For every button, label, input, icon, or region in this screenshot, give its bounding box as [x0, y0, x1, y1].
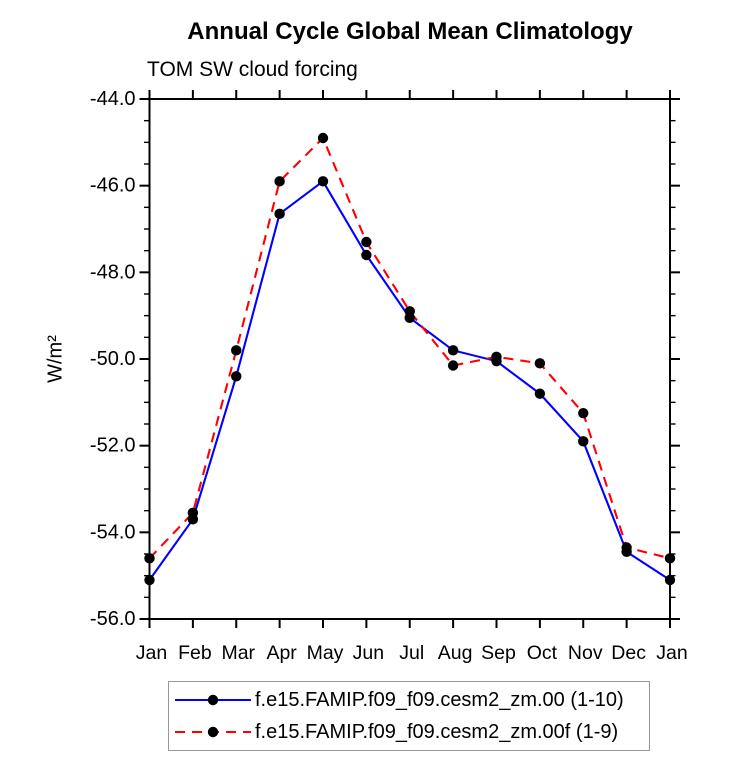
y-tick-label: -54.0: [90, 521, 136, 543]
legend-entry: f.e15.FAMIP.f09_f09.cesm2_zm.00 (1-10): [173, 684, 649, 716]
x-tick-label: Sep: [481, 642, 516, 664]
x-tick-label: Jan: [136, 642, 167, 664]
data-point: [231, 371, 242, 382]
x-tick-label: Mar: [221, 642, 255, 664]
data-point: [578, 436, 589, 447]
data-point: [144, 553, 155, 564]
x-tick-label: Aug: [438, 642, 473, 664]
data-point: [404, 306, 415, 317]
data-point: [491, 351, 502, 363]
data-point: [664, 553, 676, 564]
data-point: [274, 176, 285, 187]
data-point: [447, 360, 459, 371]
y-axis-label: W/m²: [44, 335, 67, 383]
data-point: [664, 574, 676, 586]
legend-line-sample-dashed-icon: [175, 726, 251, 738]
y-tick-label: -50.0: [90, 348, 136, 370]
x-tick-label: Nov: [568, 642, 603, 664]
data-point: [187, 507, 199, 519]
data-point: [274, 208, 285, 220]
data-point: [621, 542, 632, 553]
x-tick-label: Feb: [178, 642, 212, 664]
y-tick-label: -56.0: [90, 608, 136, 630]
legend-label: f.e15.FAMIP.f09_f09.cesm2_zm.00f (1-9): [255, 720, 619, 743]
data-point: [361, 236, 372, 248]
legend-line-sample-solid-icon: [175, 694, 251, 706]
data-point: [317, 176, 329, 187]
data-point: [231, 345, 242, 356]
data-point: [447, 345, 459, 356]
legend-entry: f.e15.FAMIP.f09_f09.cesm2_zm.00f (1-9): [173, 716, 649, 748]
x-tick-label: Jan: [656, 642, 687, 664]
chart-title: Annual Cycle Global Mean Climatology: [187, 18, 633, 45]
data-point: [361, 249, 372, 261]
y-tick-label: -52.0: [90, 435, 136, 457]
data-point: [534, 388, 546, 399]
plot-frame: [148, 98, 671, 620]
x-tick-label: Jun: [353, 642, 384, 664]
x-tick-label: Dec: [611, 642, 646, 664]
legend-label: f.e15.FAMIP.f09_f09.cesm2_zm.00 (1-10): [255, 688, 624, 711]
x-tick-label: Oct: [527, 642, 558, 664]
y-tick-label: -46.0: [90, 175, 136, 197]
series-line-1: [148, 136, 671, 560]
x-tick-label: May: [307, 642, 344, 664]
data-point: [144, 574, 155, 586]
data-point: [317, 132, 329, 144]
legend-sample-marker: [207, 694, 219, 706]
series-line-0: [148, 179, 671, 581]
x-tick-label: Apr: [266, 642, 297, 664]
legend-box: f.e15.FAMIP.f09_f09.cesm2_zm.00 (1-10) f…: [168, 681, 650, 751]
chart-subtitle: TOM SW cloud forcing: [147, 58, 358, 81]
y-tick-label: -44.0: [90, 88, 136, 110]
y-tick-label: -48.0: [90, 261, 136, 283]
x-tick-label: Jul: [399, 642, 424, 664]
legend-sample-marker: [207, 726, 219, 738]
data-point: [578, 407, 589, 419]
data-point: [534, 358, 546, 369]
